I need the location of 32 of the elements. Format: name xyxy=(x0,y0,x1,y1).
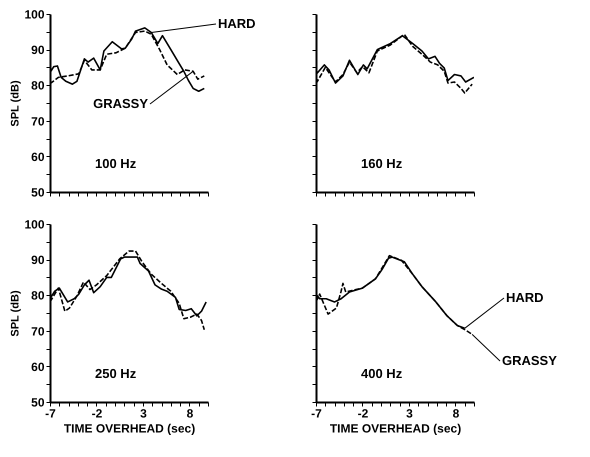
legend-label: HARD xyxy=(218,16,256,31)
x-tick-label: 8 xyxy=(186,406,194,420)
x-tick-label: 3 xyxy=(406,406,414,420)
annotation: 400 Hz xyxy=(361,366,403,381)
x-tick-label: 3 xyxy=(140,406,148,420)
y-tick-label: 60 xyxy=(31,360,45,374)
y-axis-title: SPL (dB) xyxy=(9,80,22,127)
y-tick-label: 50 xyxy=(31,396,45,410)
annotation: 250 Hz xyxy=(95,366,137,381)
x-tick-label: -7 xyxy=(311,406,322,420)
text: GRASSY xyxy=(502,353,558,368)
y-tick-label: 70 xyxy=(31,324,45,338)
annotation: 160 Hz xyxy=(361,156,403,171)
x-tick-label: -7 xyxy=(45,406,56,420)
y-tick-label: 100 xyxy=(24,8,45,22)
x-axis-title: TIME OVERHEAD (sec) xyxy=(330,422,462,436)
text: HARD xyxy=(506,290,544,305)
x-tick-label: -2 xyxy=(358,406,369,420)
y-tick-label: 50 xyxy=(31,186,45,200)
y-tick-label: 90 xyxy=(31,43,45,58)
x-axis-title: TIME OVERHEAD (sec) xyxy=(64,422,196,436)
y-tick-label: 70 xyxy=(31,114,45,128)
y-axis-title: SPL (dB) xyxy=(9,290,22,337)
y-tick-label: 60 xyxy=(31,150,45,164)
x-tick-label: -2 xyxy=(92,406,103,420)
y-tick-label: 90 xyxy=(31,253,45,268)
y-tick-label: 80 xyxy=(31,288,45,303)
y-tick-label: 100 xyxy=(24,218,45,232)
y-tick-label: 80 xyxy=(31,78,45,93)
annotation: 100 Hz xyxy=(95,156,137,171)
x-tick-label: 8 xyxy=(452,406,460,420)
text: GRASSY xyxy=(93,96,148,111)
